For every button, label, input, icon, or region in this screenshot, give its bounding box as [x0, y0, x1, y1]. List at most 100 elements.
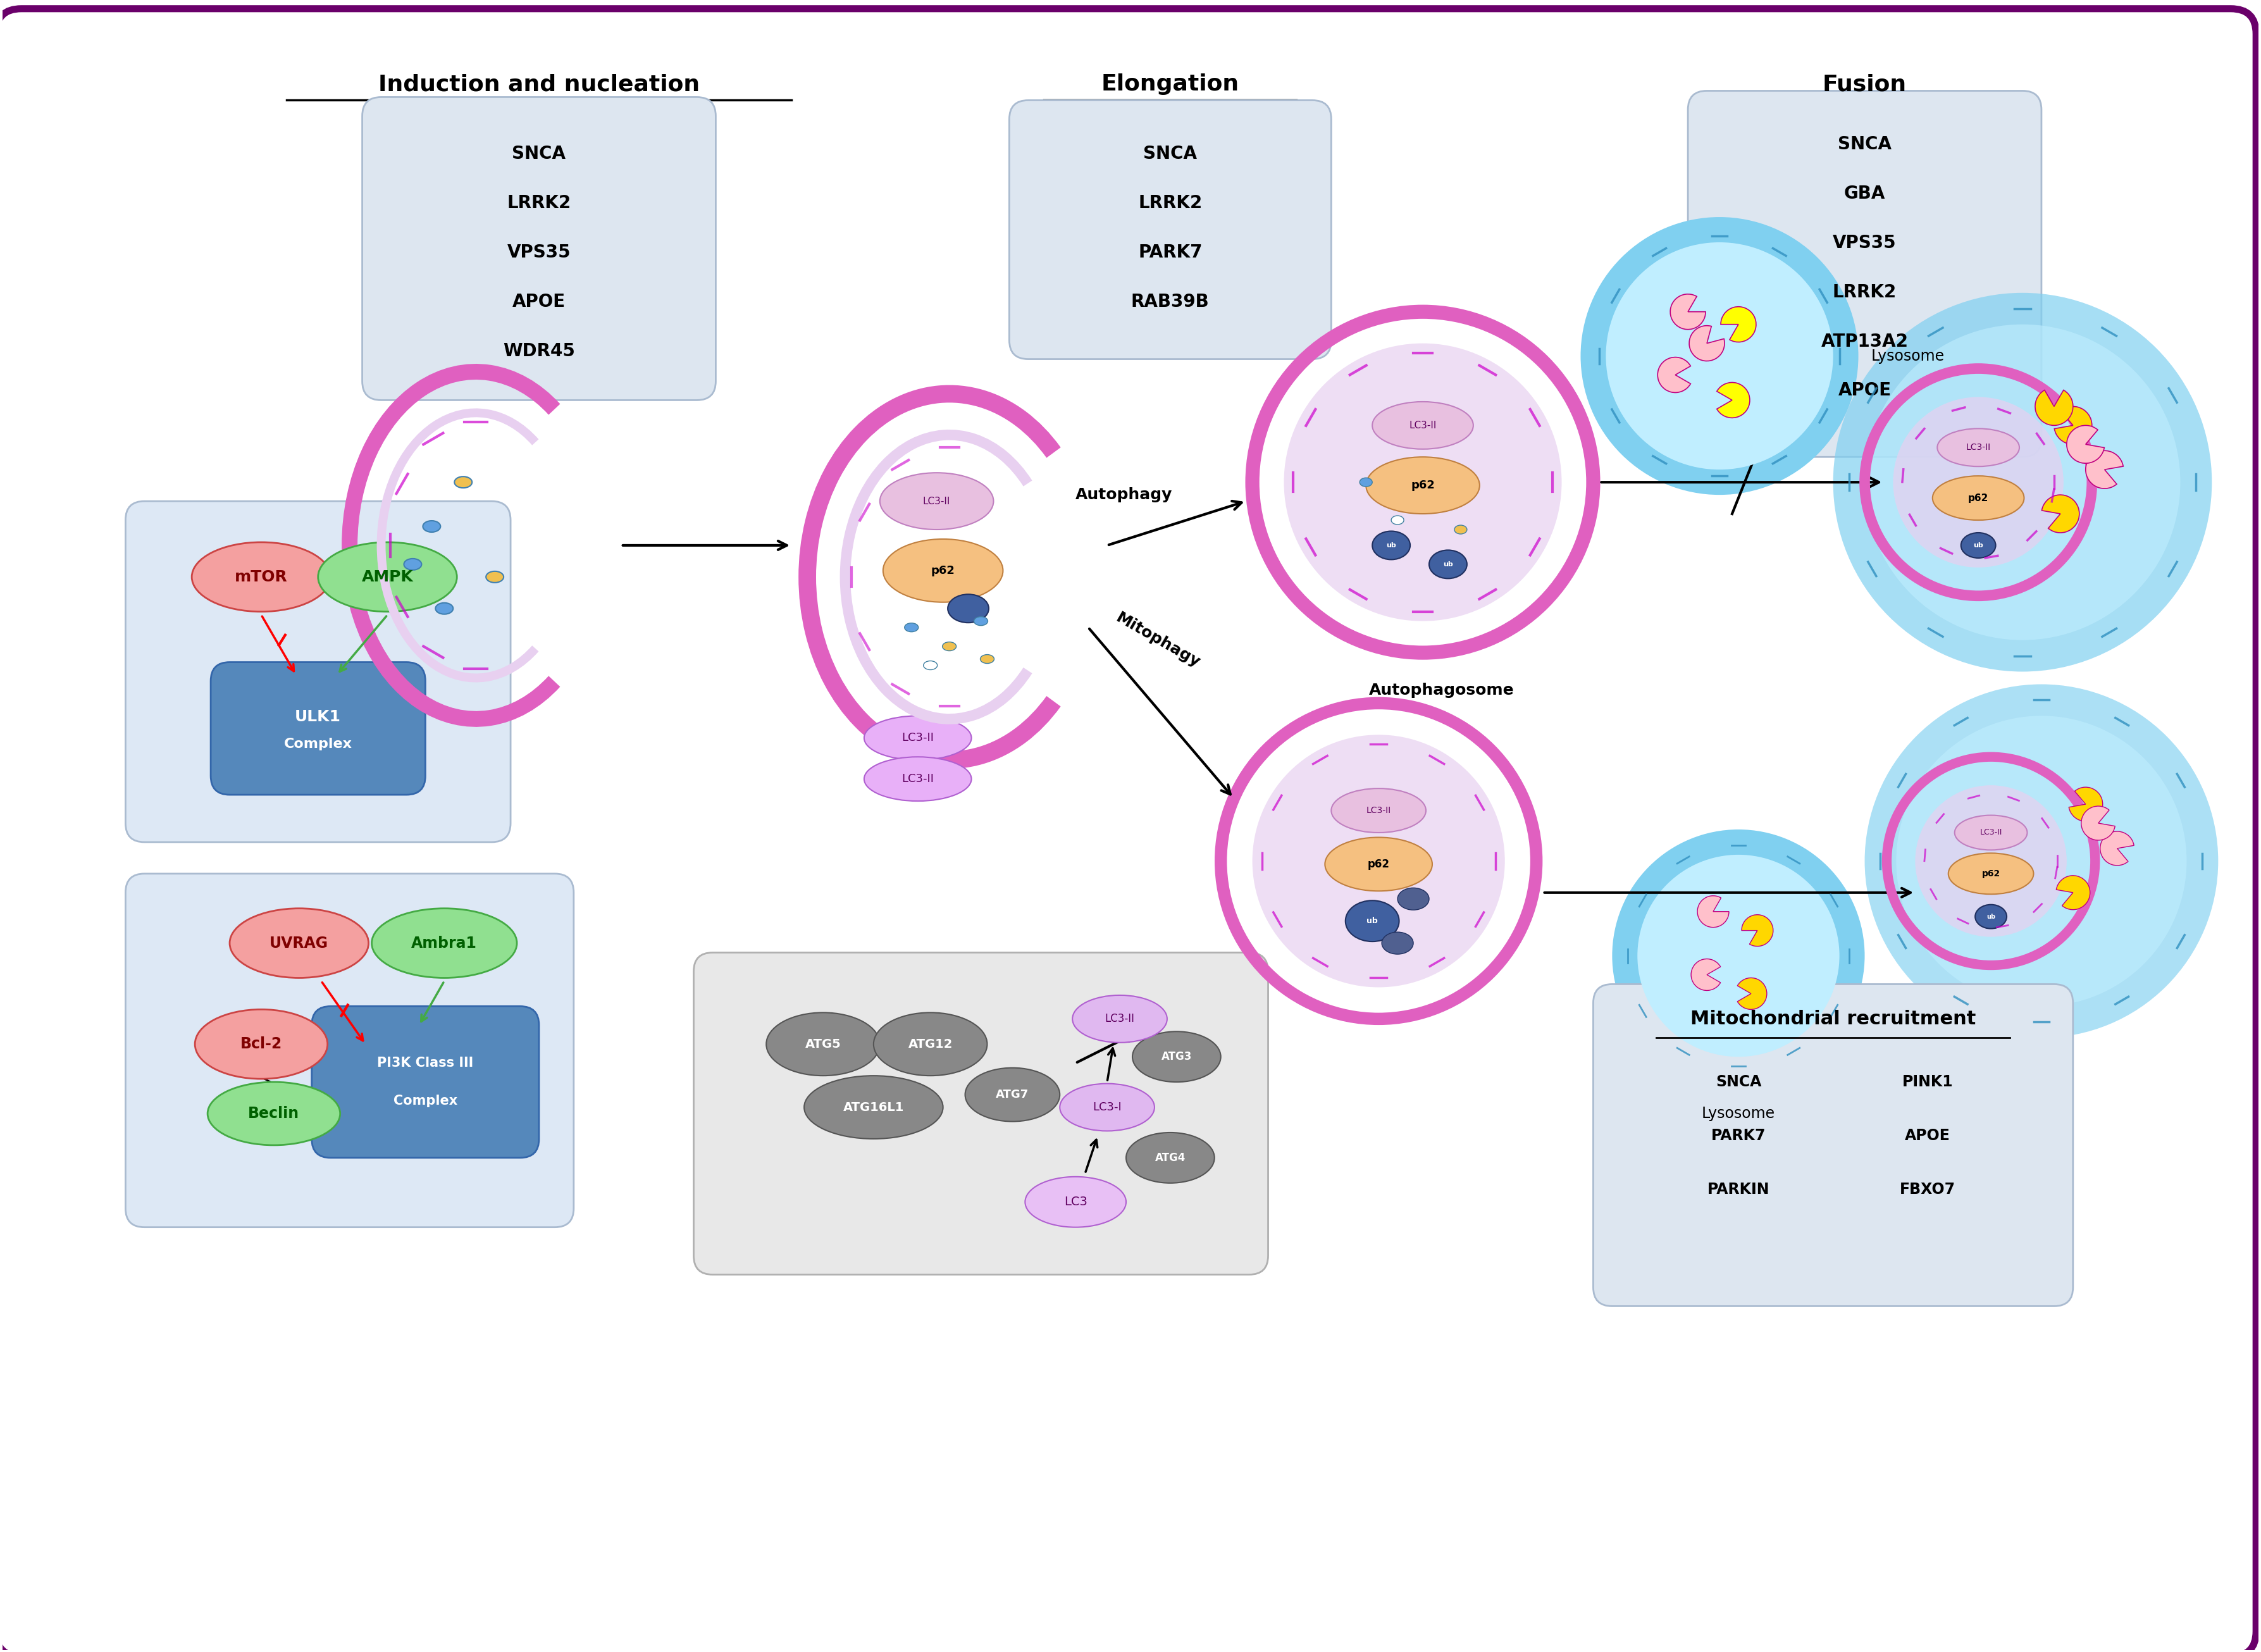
Text: Lysosome: Lysosome [1703, 1105, 1775, 1122]
Ellipse shape [1372, 532, 1411, 560]
Ellipse shape [864, 757, 972, 801]
Ellipse shape [1933, 476, 2024, 520]
Ellipse shape [974, 616, 988, 626]
Text: ATG16L1: ATG16L1 [843, 1102, 904, 1113]
Text: APOE: APOE [513, 292, 565, 311]
Circle shape [1605, 243, 1834, 469]
Ellipse shape [1976, 905, 2008, 928]
Text: Induction and nucleation: Induction and nucleation [378, 74, 699, 96]
Text: LC3-II: LC3-II [902, 732, 934, 743]
Text: LC3-I: LC3-I [1092, 1102, 1121, 1113]
Text: Bcl-2: Bcl-2 [240, 1036, 283, 1052]
Text: PINK1: PINK1 [1902, 1074, 1954, 1090]
Ellipse shape [947, 595, 988, 623]
Ellipse shape [1072, 995, 1167, 1042]
Text: ub: ub [1443, 562, 1454, 568]
Ellipse shape [1325, 838, 1431, 890]
Ellipse shape [194, 1009, 328, 1079]
Text: Complex: Complex [393, 1095, 457, 1107]
Wedge shape [2085, 451, 2123, 489]
Text: LC3-II: LC3-II [1106, 1013, 1135, 1024]
Wedge shape [2100, 831, 2134, 866]
Text: WDR45: WDR45 [502, 342, 574, 360]
Text: UVRAG: UVRAG [269, 935, 328, 950]
Ellipse shape [1381, 932, 1413, 955]
Ellipse shape [873, 1013, 988, 1075]
Text: SNCA: SNCA [1838, 135, 1892, 154]
Text: FBXO7: FBXO7 [1899, 1181, 1956, 1198]
Text: ATG7: ATG7 [995, 1089, 1029, 1100]
Text: ATG3: ATG3 [1162, 1051, 1192, 1062]
Text: ULK1: ULK1 [294, 709, 341, 725]
Wedge shape [2055, 406, 2091, 444]
FancyBboxPatch shape [1689, 91, 2042, 458]
Text: Complex: Complex [285, 738, 353, 750]
Ellipse shape [1960, 532, 1996, 558]
FancyBboxPatch shape [694, 953, 1268, 1275]
Text: VPS35: VPS35 [1834, 235, 1897, 251]
Text: LC3-II: LC3-II [902, 773, 934, 785]
Text: mTOR: mTOR [235, 570, 287, 585]
Wedge shape [1671, 294, 1705, 329]
Ellipse shape [981, 654, 995, 664]
Ellipse shape [1397, 887, 1429, 910]
Text: p62: p62 [1411, 479, 1436, 491]
Text: p62: p62 [1368, 859, 1391, 871]
Text: PARK7: PARK7 [1712, 1128, 1766, 1143]
Circle shape [1897, 715, 2186, 1006]
Text: ub: ub [1987, 914, 1996, 920]
Wedge shape [1716, 383, 1750, 418]
Text: ub: ub [1366, 917, 1377, 925]
Text: LRRK2: LRRK2 [1137, 195, 1203, 211]
Text: PARKIN: PARKIN [1707, 1181, 1770, 1198]
Wedge shape [1741, 915, 1773, 947]
Ellipse shape [880, 472, 993, 530]
Ellipse shape [231, 909, 369, 978]
FancyBboxPatch shape [127, 874, 574, 1227]
Circle shape [1580, 216, 1859, 496]
Ellipse shape [454, 476, 473, 487]
Text: Autophagy: Autophagy [1076, 487, 1173, 502]
Ellipse shape [192, 542, 330, 611]
Circle shape [1865, 324, 2180, 639]
Ellipse shape [884, 539, 1004, 603]
Text: Autophagosome: Autophagosome [1370, 682, 1515, 699]
Text: SNCA: SNCA [1716, 1074, 1761, 1090]
Ellipse shape [1391, 515, 1404, 525]
Text: p62: p62 [1967, 494, 1987, 502]
Circle shape [1284, 344, 1562, 621]
Ellipse shape [1429, 550, 1467, 578]
Ellipse shape [1359, 477, 1372, 487]
Ellipse shape [1024, 1176, 1126, 1227]
Wedge shape [2067, 426, 2105, 463]
Text: p62: p62 [932, 565, 954, 577]
Wedge shape [1691, 958, 1721, 991]
Ellipse shape [1366, 458, 1479, 514]
Wedge shape [2080, 806, 2114, 841]
FancyBboxPatch shape [1594, 985, 2073, 1307]
Text: LC3-II: LC3-II [1366, 806, 1391, 814]
Text: Fusion: Fusion [1822, 74, 1906, 96]
Circle shape [1834, 292, 2211, 672]
Text: LC3-II: LC3-II [1409, 421, 1436, 430]
FancyBboxPatch shape [0, 8, 2256, 1652]
Ellipse shape [371, 909, 518, 978]
Ellipse shape [965, 1067, 1060, 1122]
Wedge shape [1721, 307, 1757, 342]
Text: LC3: LC3 [1065, 1196, 1088, 1208]
FancyBboxPatch shape [210, 662, 425, 795]
Ellipse shape [805, 1075, 943, 1138]
Ellipse shape [1454, 525, 1467, 534]
Text: VPS35: VPS35 [506, 243, 570, 261]
FancyBboxPatch shape [127, 501, 511, 843]
Text: LC3-II: LC3-II [1965, 443, 1990, 453]
Circle shape [1612, 829, 1865, 1082]
Ellipse shape [1345, 900, 1400, 942]
Wedge shape [2069, 786, 2103, 821]
Wedge shape [1736, 978, 1766, 1009]
Text: LC3-II: LC3-II [922, 496, 950, 506]
FancyBboxPatch shape [1008, 101, 1332, 358]
Circle shape [1915, 785, 2067, 937]
Ellipse shape [1133, 1031, 1221, 1082]
Wedge shape [1657, 357, 1691, 393]
